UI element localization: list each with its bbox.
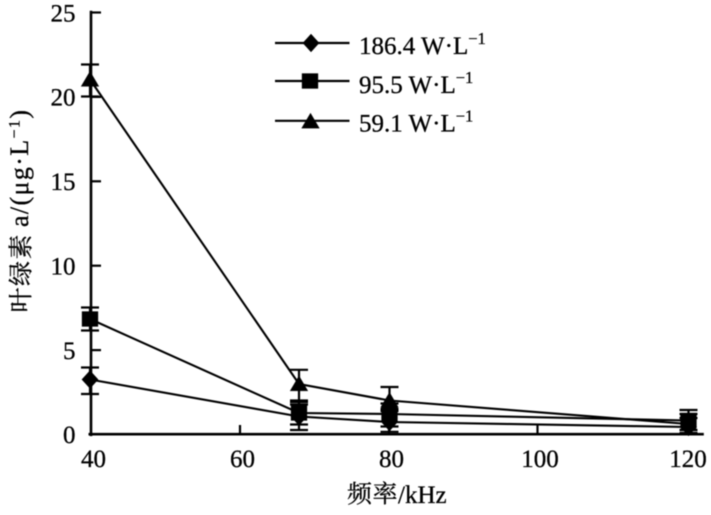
svg-text:59.1 W·L−1: 59.1 W·L−1 <box>359 107 473 138</box>
svg-text:80: 80 <box>379 446 404 473</box>
svg-text:10: 10 <box>51 254 76 281</box>
svg-text:60: 60 <box>230 446 255 473</box>
svg-text:15: 15 <box>51 169 76 196</box>
svg-text:0: 0 <box>63 422 76 449</box>
svg-text:40: 40 <box>81 446 106 473</box>
svg-text:100: 100 <box>521 446 559 473</box>
svg-text:186.4 W·L−1: 186.4 W·L−1 <box>359 29 486 60</box>
svg-text:95.5 W·L−1: 95.5 W·L−1 <box>359 68 473 99</box>
svg-text:/kHz: /kHz <box>398 482 447 509</box>
svg-text:5: 5 <box>63 338 76 365</box>
svg-text:25: 25 <box>51 0 76 27</box>
svg-text:20: 20 <box>51 85 76 112</box>
svg-text:120: 120 <box>669 446 707 473</box>
